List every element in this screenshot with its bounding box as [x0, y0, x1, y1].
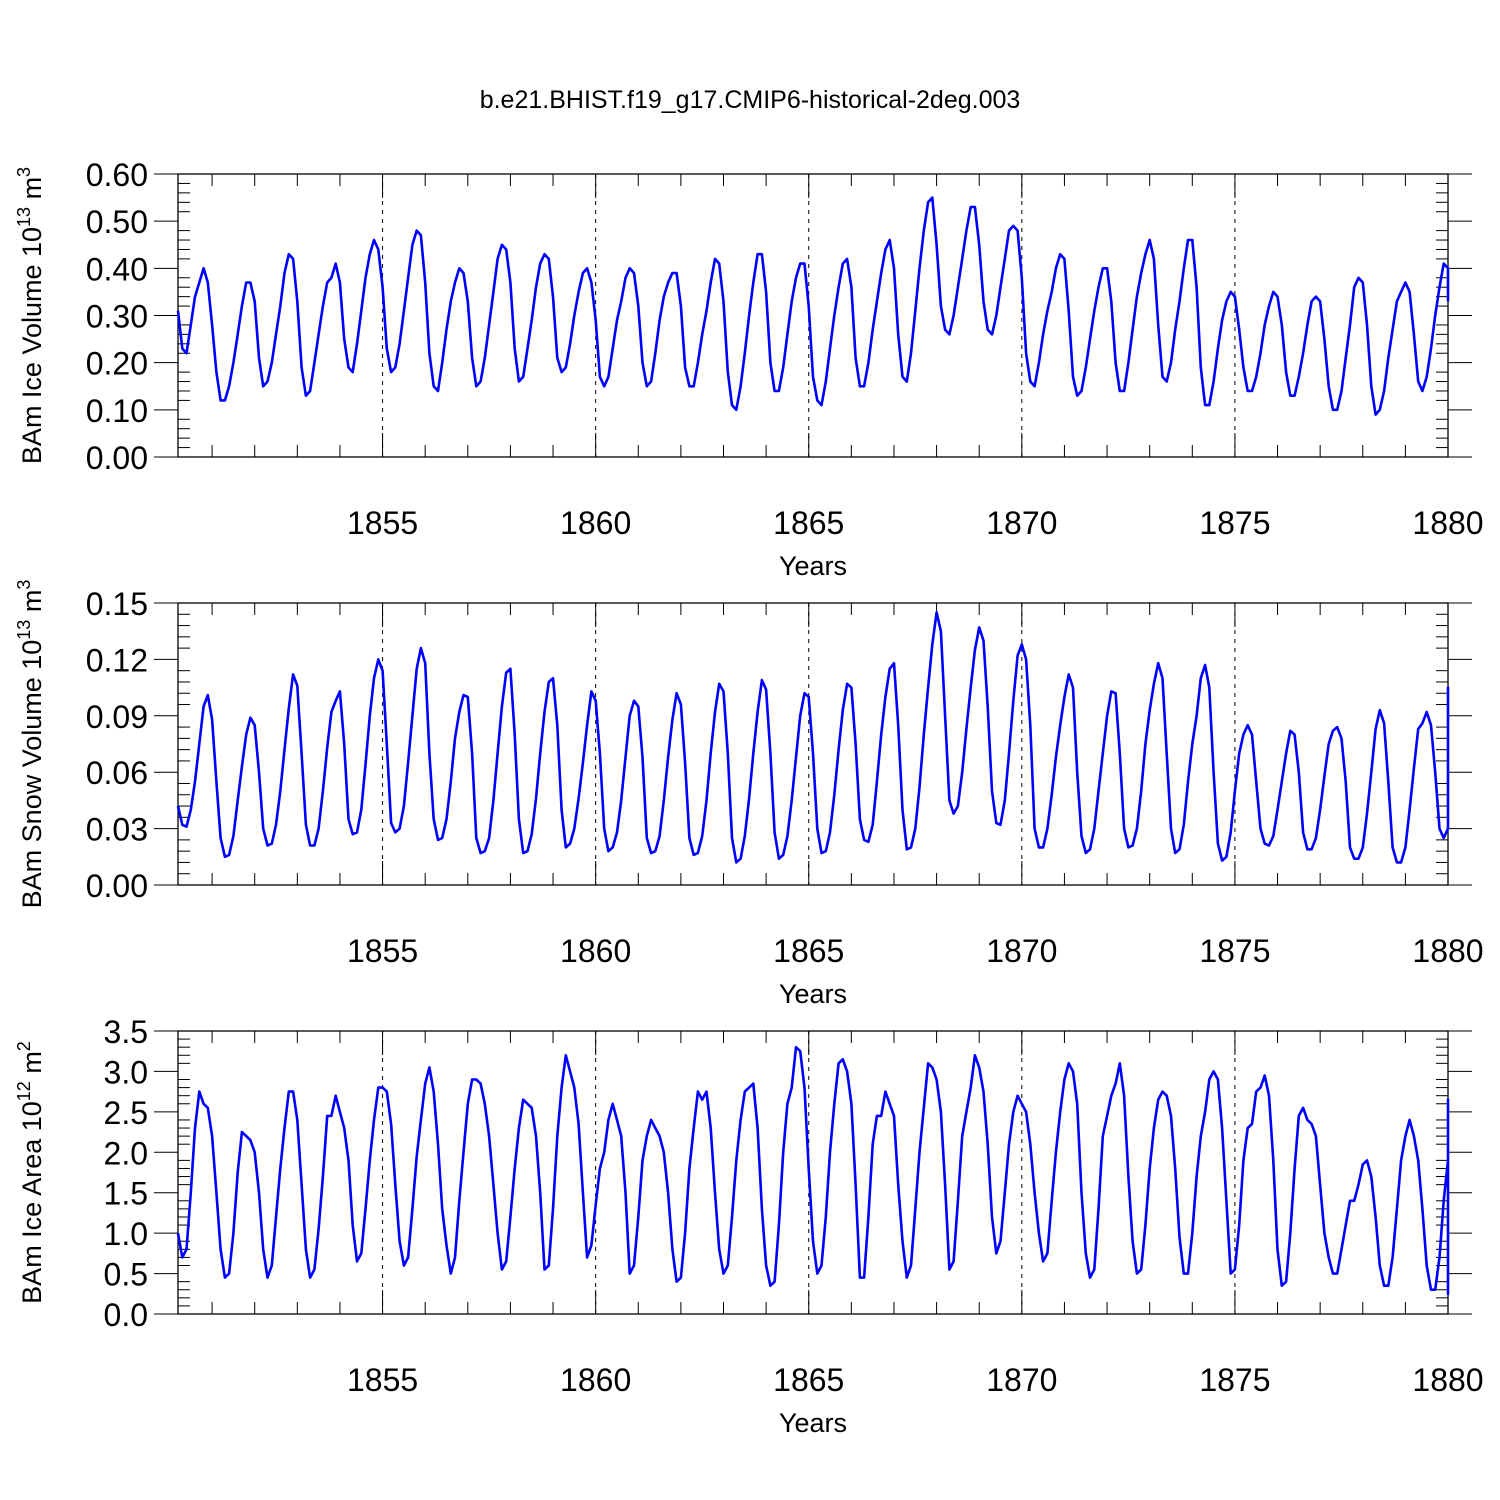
y-tick-label: 0.30: [86, 299, 148, 335]
plot-frame: [177, 173, 1449, 458]
x-tick-label: 1860: [560, 1362, 631, 1398]
y-tick-label: 2.5: [104, 1095, 148, 1131]
y-tick-label: 2.0: [104, 1135, 148, 1171]
y-tick-label: 1.0: [104, 1216, 148, 1252]
x-tick-label: 1880: [1412, 933, 1483, 969]
x-tick-label: 1865: [773, 1362, 844, 1398]
y-tick-label: 0.12: [86, 642, 148, 678]
chart-panel-3: 0.0 0.5 1.0 1.5 2.0 2.5 3.0 3.5 1855 1860 1865 1870…: [14, 1014, 1484, 1438]
x-tick-label: 1875: [1199, 933, 1270, 969]
x-tick-label: 1860: [560, 505, 631, 541]
y-tick-label: 0.10: [86, 393, 148, 429]
x-tick-label: 1875: [1199, 505, 1270, 541]
y-axis-label: BAm Snow Volume 1013 m3: [14, 580, 47, 909]
y-tick-label: 0.00: [86, 868, 148, 904]
y-tick-label: 0.00: [86, 440, 148, 476]
figure-title: b.e21.BHIST.f19_g17.CMIP6-historical-2de…: [479, 86, 1021, 114]
series-line: [176, 196, 1450, 416]
y-axis-label: BAm Ice Volume 1013 m3: [14, 167, 47, 464]
y-tick-label: 0.5: [104, 1257, 148, 1293]
x-tick-label: 1880: [1412, 505, 1483, 541]
y-tick-label: 0.15: [86, 586, 148, 622]
y-tick-label: 0.06: [86, 755, 148, 791]
y-tick-label: 3.5: [104, 1014, 148, 1050]
x-axis-label: Years: [779, 551, 847, 581]
chart-panel-2: 0.00 0.03 0.06 0.09 0.12 0.15 1855 1860 1865 1870…: [14, 580, 1484, 1009]
y-tick-label: 1.5: [104, 1176, 148, 1212]
x-tick-label: 1865: [773, 933, 844, 969]
x-axis-label: Years: [779, 1408, 847, 1438]
x-tick-label: 1880: [1412, 1362, 1483, 1398]
x-tick-label: 1870: [986, 1362, 1057, 1398]
y-tick-label: 0.50: [86, 204, 148, 240]
y-tick-label: 0.20: [86, 346, 148, 382]
x-axis-label: Years: [779, 979, 847, 1009]
x-tick-label: 1860: [560, 933, 631, 969]
x-tick-label: 1865: [773, 505, 844, 541]
x-tick-label: 1855: [347, 505, 418, 541]
x-tick-label: 1855: [347, 1362, 418, 1398]
y-tick-label: 0.60: [86, 157, 148, 193]
y-tick-label: 0.0: [104, 1297, 148, 1333]
x-tick-label: 1870: [986, 933, 1057, 969]
x-tick-label: 1855: [347, 933, 418, 969]
y-tick-label: 3.0: [104, 1054, 148, 1090]
y-axis-label: BAm Ice Area 1012 m2: [14, 1041, 47, 1304]
chart-panel-1: 0.00 0.10 0.20 0.30 0.40 0.50 0.60 1855 1860 1865…: [14, 157, 1484, 581]
y-tick-label: 0.03: [86, 812, 148, 848]
series-line: [176, 611, 1450, 864]
y-tick-label: 0.09: [86, 699, 148, 735]
x-tick-label: 1870: [986, 505, 1057, 541]
y-tick-label: 0.40: [86, 251, 148, 287]
x-tick-label: 1875: [1199, 1362, 1270, 1398]
series-line: [176, 1045, 1450, 1296]
